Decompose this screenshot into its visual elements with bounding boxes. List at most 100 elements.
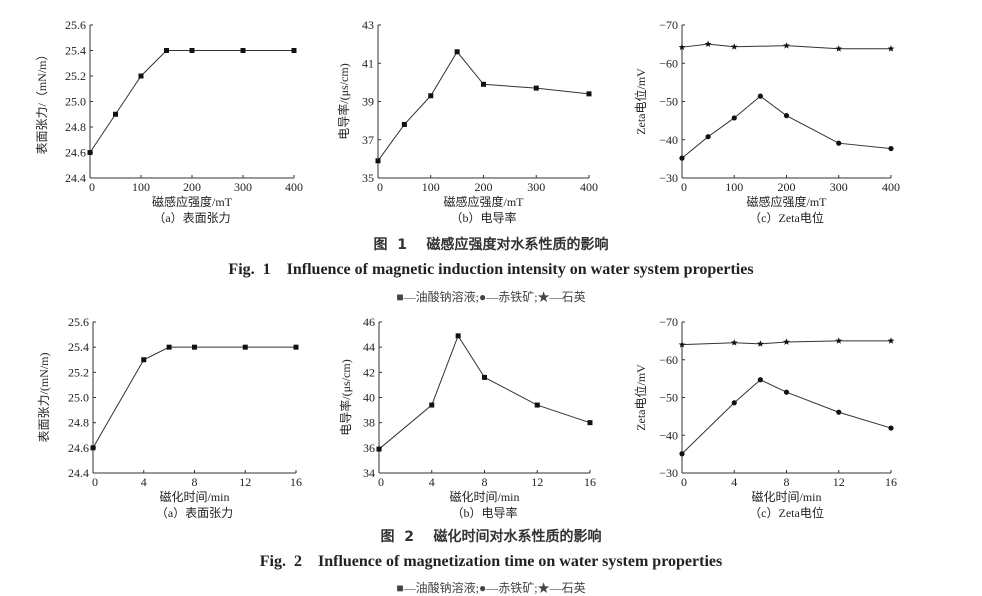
x-axis-label: 磁化时间/min: [751, 489, 821, 504]
y-tick-label: 37: [362, 133, 374, 147]
data-point-star: [887, 45, 895, 52]
y-tick-label: 35: [362, 171, 374, 185]
figure-1-legend: ■—油酸钠溶液;●—赤铁矿;★—石英: [396, 290, 586, 304]
subfigure-caption: （a）表面张力: [156, 506, 233, 520]
x-axis-label: 磁感应强度/mT: [747, 194, 828, 209]
data-point-square: [428, 93, 434, 99]
y-tick-label: −60: [659, 353, 678, 367]
y-tick-label: 25.4: [65, 44, 86, 58]
x-tick-label: 12: [833, 475, 845, 489]
data-point-star: [678, 43, 686, 51]
y-tick-label: 24.6: [68, 441, 89, 455]
data-point-circle: [731, 115, 737, 121]
x-tick-label: 0: [92, 475, 98, 489]
data-point-star: [704, 40, 712, 48]
x-tick-label: 16: [584, 475, 596, 489]
data-point-square: [240, 48, 246, 53]
series-line-star: [681, 43, 891, 50]
x-tick-label: 8: [784, 475, 790, 489]
y-tick-label: 42: [363, 365, 375, 379]
data-point-circle: [783, 113, 790, 119]
data-point-star: [887, 337, 895, 344]
chart-3: −30 −40 −50 −60 −70 0 100 200 300 400 磁感应强度/mT（c）Z…: [633, 18, 900, 225]
series-line-square: [92, 346, 296, 449]
x-tick-label: 12: [531, 475, 543, 489]
subfigure-caption: （a）表面张力: [153, 211, 230, 225]
y-tick-label: 46: [363, 315, 375, 329]
y-tick-label: 25.2: [68, 365, 89, 379]
y-tick-label: −40: [659, 428, 678, 442]
x-tick-label: 200: [778, 180, 796, 194]
y-tick-label: −40: [659, 133, 678, 147]
data-point-star: [783, 338, 790, 345]
y-tick-label: 43: [362, 18, 374, 32]
data-point-circle: [757, 377, 763, 383]
chart-5: 34 36 38 40 42 44 46 0 4 8 12 16 磁化时间/min（b）电导率 电导率/(…: [338, 315, 596, 520]
x-tick-label: 0: [89, 180, 95, 194]
x-tick-label: 100: [422, 180, 440, 194]
data-point-square: [481, 81, 486, 87]
data-point-square: [87, 150, 93, 155]
figure-1-title-cn: 图 1 磁感应强度对水系性质的影响: [373, 237, 609, 253]
y-tick-label: −70: [659, 18, 678, 32]
x-tick-label: 0: [377, 180, 383, 194]
chart-1: 24.4 24.6 24.8 25.0 25.2 25.4 25.6 0 100 200 300 40…: [35, 18, 303, 225]
series-line-square: [378, 334, 591, 450]
y-tick-label: 25.4: [68, 340, 89, 354]
data-point-star: [756, 340, 764, 347]
data-point-square: [164, 48, 169, 53]
data-point-circle: [679, 155, 685, 161]
data-point-square: [429, 402, 435, 408]
data-point-circle: [757, 93, 763, 99]
x-tick-label: 400: [580, 180, 598, 194]
data-point-square: [401, 121, 407, 127]
data-point-square: [533, 85, 539, 91]
x-tick-label: 16: [885, 475, 897, 489]
subfigure-caption: （b）电导率: [451, 505, 517, 520]
x-tick-label: 200: [475, 180, 493, 194]
data-point-square: [375, 158, 381, 164]
figure-2-title-en: Fig. 2 Influence of magnetization time o…: [259, 553, 723, 570]
figure-2-legend: ■—油酸钠溶液;●—赤铁矿;★—石英: [396, 581, 586, 595]
y-tick-label: −60: [659, 56, 678, 70]
subfigure-caption: （c）Zeta电位: [749, 210, 824, 225]
x-tick-label: 100: [132, 180, 150, 194]
y-axis-label: Zeta电位/mV: [633, 68, 648, 135]
x-tick-label: 16: [290, 475, 302, 489]
y-tick-label: 25.6: [68, 315, 89, 329]
y-tick-label: −30: [659, 466, 678, 480]
series-line-square: [377, 50, 590, 162]
x-tick-label: 400: [882, 180, 900, 194]
x-axis-label: 磁化时间/min: [159, 489, 229, 504]
x-tick-label: 200: [183, 180, 201, 194]
data-point-square: [192, 344, 197, 350]
x-tick-label: 0: [681, 180, 687, 194]
y-axis-label: 表面张力/（mN/m）: [35, 48, 49, 154]
data-point-star: [835, 337, 843, 344]
figure-1-title-en: Fig. 1 Influence of magnetic induction i…: [228, 261, 754, 278]
series-line-circle: [681, 95, 892, 159]
data-point-circle: [731, 400, 737, 406]
x-tick-label: 300: [527, 180, 545, 194]
x-axis-label: 磁感应强度/mT: [444, 194, 525, 209]
data-point-square: [376, 446, 382, 452]
y-tick-label: 24.8: [65, 120, 86, 134]
series-line-star: [681, 340, 891, 346]
y-tick-label: 34: [363, 466, 375, 480]
x-tick-label: 4: [731, 475, 737, 489]
y-tick-label: 25.0: [65, 95, 86, 109]
data-point-circle: [836, 409, 842, 415]
series-line-circle: [681, 379, 892, 455]
y-tick-label: 36: [363, 441, 375, 455]
subfigure-caption: （b）电导率: [450, 210, 516, 225]
data-point-square: [113, 111, 118, 117]
data-point-square: [454, 49, 460, 55]
chart-6: −30 −40 −50 −60 −70 0 4 8 12 16 磁化时间/min（c）Zeta电位 Z…: [633, 315, 897, 520]
data-point-square: [455, 333, 461, 339]
y-axis-label: 电导率/(μs/cm): [336, 63, 351, 139]
data-point-star: [783, 42, 790, 49]
data-point-square: [141, 357, 147, 363]
data-point-star: [730, 43, 738, 50]
x-tick-label: 0: [378, 475, 384, 489]
y-axis-label: 电导率/(μs/cm): [338, 359, 353, 435]
